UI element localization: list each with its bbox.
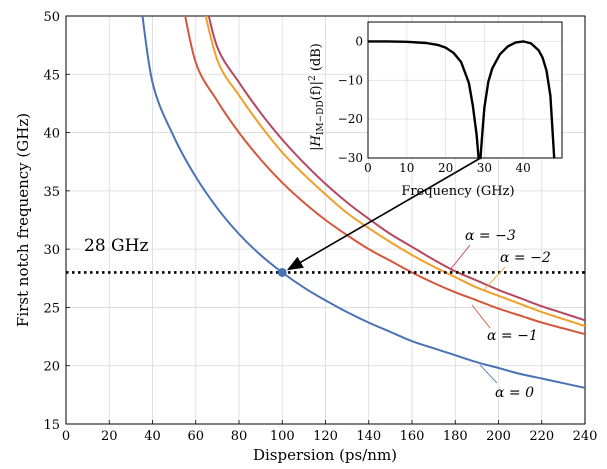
- series-line-1: [184, 16, 585, 336]
- reference-label: 28 GHz: [84, 236, 148, 256]
- inset-ticks: 0 10 20 30 40 0 −10 −20 −30: [338, 34, 531, 175]
- y-tick-label: 15: [43, 418, 60, 433]
- inset-y-axis-label: |HIM−DD(f)|2 (dB): [308, 43, 326, 151]
- inset-ylabel-unit: (dB): [309, 43, 324, 75]
- x-axis-label: Dispersion (ps/nm): [253, 446, 397, 464]
- series-label-alpha-minus-1: α = −1: [487, 328, 538, 344]
- x-tick-label: 160: [400, 429, 425, 444]
- x-tick-label: 220: [529, 429, 554, 444]
- x-tick-label: 40: [144, 429, 161, 444]
- leader-alpha-minus-1: [471, 304, 491, 329]
- series-label-alpha-minus-3: α = −3: [465, 228, 516, 244]
- inset-x-tick-label: 20: [438, 161, 453, 175]
- x-tick-label: 80: [231, 429, 248, 444]
- x-tick-label: 100: [270, 429, 295, 444]
- inset-x-tick-label: 0: [364, 161, 372, 175]
- inset-ylabel-post: (f)|: [309, 81, 324, 100]
- x-tick-label: 60: [187, 429, 204, 444]
- marker-point-100-28: [277, 267, 287, 277]
- inset-background: [368, 22, 562, 158]
- y-tick-label: 20: [43, 360, 60, 375]
- y-axis-label: First notch frequency (GHz): [14, 113, 32, 327]
- inset-ylabel-sub: IM−DD: [316, 100, 326, 135]
- inset-frame: [367, 21, 563, 159]
- x-tick-label: 180: [443, 429, 468, 444]
- arrow-notch-to-marker: [286, 157, 481, 271]
- leader-alpha-0: [479, 364, 498, 384]
- x-tick-label: 200: [486, 429, 511, 444]
- y-tick-label: 25: [43, 301, 60, 316]
- series-label-alpha-0: α = 0: [495, 385, 534, 401]
- series-line-2: [204, 16, 585, 328]
- y-tick-label: 45: [43, 68, 60, 83]
- leader-alpha-minus-2: [482, 266, 506, 292]
- inset-ylabel-sup: 2: [308, 75, 318, 81]
- series-label-alpha-minus-2: α = −2: [500, 250, 551, 266]
- inset-x-tick-label: 30: [477, 161, 492, 175]
- x-tick-label: 20: [101, 429, 118, 444]
- inset-y-tick-label: −30: [338, 151, 363, 165]
- inset-y-tick-label: −10: [338, 73, 363, 87]
- x-tick-label: 120: [313, 429, 338, 444]
- series-line-3: [207, 16, 585, 322]
- x-tick-label: 140: [356, 429, 381, 444]
- y-tick-label: 30: [43, 243, 60, 258]
- inset-x-axis-label: Frequency (GHz): [401, 184, 514, 199]
- inset-frequency-response-curve: [368, 40, 556, 160]
- inset-ylabel-pre: |H: [309, 134, 324, 150]
- x-tick-label: 240: [573, 429, 598, 444]
- inset-x-tick-label: 10: [399, 161, 414, 175]
- main-ticks: 0 20 40 60 80 100 120 140 160 180 200 220 2401520253…: [43, 10, 597, 444]
- y-tick-label: 40: [43, 127, 60, 142]
- leader-alpha-minus-3: [449, 244, 471, 271]
- inset-y-tick-label: −20: [338, 112, 363, 126]
- inset-x-tick-label: 40: [516, 161, 531, 175]
- inset-y-tick-label: 0: [355, 34, 363, 48]
- y-tick-label: 35: [43, 185, 60, 200]
- main-series: [141, 16, 585, 389]
- y-tick-label: 50: [43, 10, 60, 25]
- series-line-0: [141, 16, 585, 389]
- x-tick-label: 0: [62, 429, 70, 444]
